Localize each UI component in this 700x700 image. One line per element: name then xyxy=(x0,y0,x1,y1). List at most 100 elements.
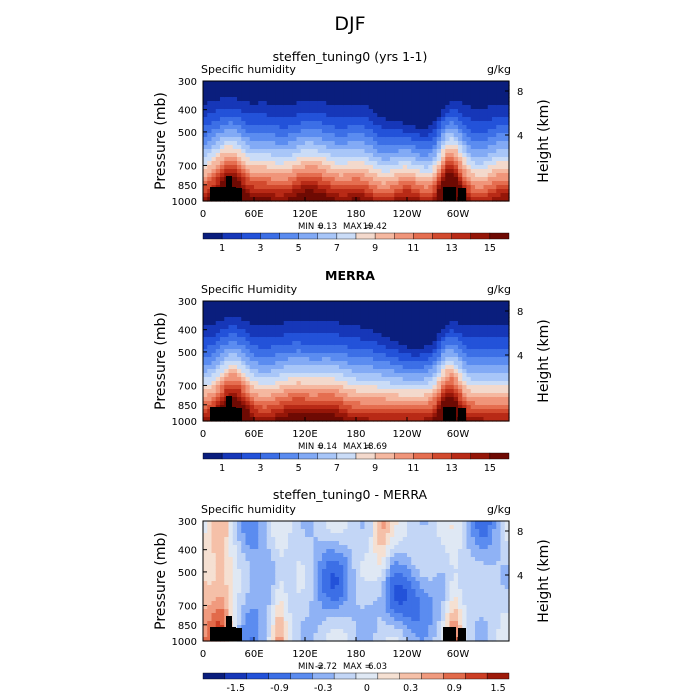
field-cell xyxy=(300,333,306,338)
field-cell xyxy=(432,337,438,342)
field-cell xyxy=(470,353,476,358)
field-cell xyxy=(436,385,442,390)
field-cell xyxy=(271,165,276,170)
field-cell xyxy=(398,129,404,134)
field-cell xyxy=(415,357,421,362)
field-cell xyxy=(215,117,221,122)
field-cell xyxy=(249,549,255,554)
field-cell xyxy=(211,385,217,390)
field-cell xyxy=(334,309,340,314)
field-cell xyxy=(317,349,323,354)
field-cell xyxy=(398,121,404,126)
field-cell xyxy=(241,341,247,346)
field-cell xyxy=(317,413,323,418)
field-cell xyxy=(211,585,217,590)
field-cell xyxy=(394,137,400,142)
max-value: 19.42 xyxy=(363,222,387,232)
field-cell xyxy=(224,109,230,114)
field-cell xyxy=(492,161,497,166)
field-cell xyxy=(398,157,404,162)
field-cell xyxy=(313,109,319,114)
field-cell xyxy=(237,149,242,154)
field-cell xyxy=(241,125,247,130)
field-cell xyxy=(262,353,268,358)
field-cell xyxy=(428,397,434,402)
field-cell xyxy=(279,329,285,334)
field-cell xyxy=(381,385,387,390)
field-cell xyxy=(232,121,238,126)
field-cell xyxy=(436,369,442,374)
field-cell xyxy=(283,309,289,314)
field-cell xyxy=(411,337,417,342)
field-cell xyxy=(334,377,340,382)
field-cell xyxy=(445,365,451,370)
field-cell xyxy=(347,89,353,94)
field-cell xyxy=(453,317,459,322)
field-cell xyxy=(215,593,221,598)
field-cell xyxy=(441,161,446,166)
field-cell xyxy=(300,345,306,350)
field-cell xyxy=(343,353,349,358)
field-cell xyxy=(203,561,208,566)
field-cell xyxy=(385,337,391,342)
field-cell xyxy=(322,157,327,162)
field-cell xyxy=(445,141,451,146)
field-cell xyxy=(364,181,370,186)
field-cell xyxy=(296,121,302,126)
field-cell xyxy=(347,93,353,98)
field-cell xyxy=(232,345,238,350)
field-cell xyxy=(356,393,361,398)
field-cell xyxy=(458,337,463,342)
field-cell xyxy=(266,301,272,306)
field-cell xyxy=(407,365,412,370)
field-cell xyxy=(462,365,468,370)
field-cell xyxy=(360,89,366,94)
field-cell xyxy=(436,381,442,386)
field-cell xyxy=(203,409,208,414)
field-cell xyxy=(317,317,323,322)
field-cell xyxy=(245,393,251,398)
colorbar-swatch xyxy=(374,452,395,460)
field-cell xyxy=(241,373,247,378)
field-cell xyxy=(326,137,332,142)
field-cell xyxy=(381,397,387,402)
field-cell xyxy=(245,613,251,618)
field-cell xyxy=(364,325,370,330)
field-cell xyxy=(470,321,476,326)
field-cell xyxy=(224,597,230,602)
field-cell xyxy=(432,117,438,122)
field-cell xyxy=(245,593,251,598)
field-cell xyxy=(496,197,502,202)
field-cell xyxy=(249,625,255,630)
field-cell xyxy=(462,337,468,342)
field-cell xyxy=(275,161,281,166)
field-cell xyxy=(224,365,230,370)
field-cell xyxy=(322,317,327,322)
field-cell xyxy=(492,325,497,330)
field-cell xyxy=(398,185,404,190)
field-cell xyxy=(207,357,213,362)
field-cell xyxy=(360,173,366,178)
field-cell xyxy=(441,361,446,366)
field-cell xyxy=(262,565,268,570)
field-cell xyxy=(500,193,506,198)
field-cell xyxy=(394,401,400,406)
y-tick-label: 850 xyxy=(178,401,197,412)
field-cell xyxy=(466,185,472,190)
field-cell xyxy=(415,353,421,358)
field-cell xyxy=(249,125,255,130)
field-cell xyxy=(215,549,221,554)
field-cell xyxy=(394,145,400,150)
field-cell xyxy=(245,549,251,554)
field-cell xyxy=(271,381,276,386)
field-cell xyxy=(207,581,213,586)
field-cell xyxy=(313,157,319,162)
field-cell xyxy=(207,393,213,398)
field-cell xyxy=(351,417,357,422)
field-cell xyxy=(207,373,213,378)
field-cell xyxy=(496,333,502,338)
field-cell xyxy=(241,389,247,394)
field-cell xyxy=(241,133,247,138)
field-cell xyxy=(288,121,293,126)
field-cell xyxy=(492,393,497,398)
